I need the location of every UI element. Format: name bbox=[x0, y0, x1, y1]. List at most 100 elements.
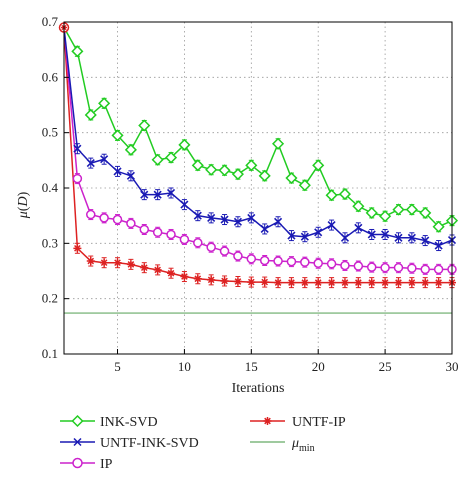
legend-item-ink-svd: INK-SVD bbox=[60, 414, 158, 430]
legend-item-untf-ink-svd: UNTF-INK-SVD bbox=[60, 436, 199, 451]
x-tick-label: 30 bbox=[446, 359, 459, 374]
series-untf-ip bbox=[63, 27, 456, 289]
circle-marker bbox=[313, 258, 323, 269]
x-marker bbox=[394, 233, 403, 242]
x-marker bbox=[287, 231, 296, 240]
circle-marker bbox=[193, 238, 203, 248]
x-marker bbox=[260, 224, 269, 234]
circle-marker bbox=[166, 229, 176, 240]
legend-item-mu-min: μmin bbox=[250, 436, 315, 454]
legend-label-ink-svd: INK-SVD bbox=[100, 415, 158, 430]
diamond-marker bbox=[218, 164, 231, 177]
legend-label-untf-ink-svd: UNTF-INK-SVD bbox=[100, 436, 199, 451]
star-marker bbox=[220, 276, 229, 285]
y-tick-label: 0.5 bbox=[42, 125, 58, 140]
diamond-marker bbox=[325, 189, 338, 202]
axis-ticks: 5 10 15 20 25 30 0.1 0.2 0.3 0.4 0.5 0.6 0.7 bbox=[42, 14, 459, 374]
diamond-marker bbox=[338, 188, 352, 201]
x-marker bbox=[407, 233, 416, 242]
circle-marker bbox=[139, 224, 150, 235]
x-marker bbox=[113, 167, 122, 176]
circle-marker bbox=[152, 227, 163, 238]
circle-marker bbox=[72, 173, 83, 184]
series-line bbox=[63, 27, 453, 247]
x-marker bbox=[193, 211, 202, 220]
diamond-marker bbox=[178, 138, 191, 151]
diamond-marker bbox=[164, 151, 178, 164]
star-marker bbox=[327, 278, 336, 287]
x-tick-label: 5 bbox=[114, 359, 121, 374]
star-marker bbox=[394, 278, 403, 287]
circle-marker bbox=[340, 260, 350, 271]
diamond-marker bbox=[124, 143, 137, 156]
x-marker bbox=[247, 213, 256, 222]
star-marker bbox=[140, 263, 149, 272]
star-marker bbox=[407, 278, 416, 287]
star-marker bbox=[207, 275, 216, 284]
diamond-marker bbox=[272, 137, 285, 150]
star-marker bbox=[367, 278, 376, 287]
star-marker bbox=[86, 257, 95, 266]
circle-marker bbox=[99, 213, 109, 223]
series-untf-ink-svd bbox=[63, 27, 457, 252]
diamond-marker bbox=[419, 206, 432, 219]
x-marker bbox=[100, 155, 109, 164]
x-marker bbox=[207, 213, 216, 222]
circle-marker bbox=[420, 264, 430, 275]
y-axis-title: μ(D) bbox=[16, 191, 31, 219]
y-tick-label: 0.7 bbox=[42, 14, 59, 29]
circle-marker bbox=[380, 262, 390, 273]
diamond-marker bbox=[191, 159, 204, 172]
x-marker bbox=[180, 200, 189, 209]
circle-marker-icon bbox=[72, 457, 83, 469]
x-tick-label: 10 bbox=[178, 359, 191, 374]
star-marker bbox=[314, 278, 323, 287]
star-marker bbox=[274, 278, 283, 287]
star-marker bbox=[193, 274, 202, 283]
circle-marker bbox=[366, 262, 377, 272]
series-line bbox=[63, 27, 452, 271]
star-marker-icon bbox=[263, 417, 272, 425]
diamond-marker bbox=[71, 45, 84, 58]
grid bbox=[64, 21, 453, 355]
circle-marker bbox=[286, 256, 297, 267]
x-marker bbox=[327, 221, 336, 230]
series-ip bbox=[63, 27, 457, 275]
series-line bbox=[63, 27, 453, 228]
x-marker bbox=[381, 230, 390, 239]
star-marker bbox=[167, 269, 176, 278]
star-marker bbox=[233, 277, 242, 286]
circle-marker bbox=[219, 246, 230, 256]
legend-label-ip: IP bbox=[100, 457, 113, 472]
x-marker bbox=[73, 144, 82, 153]
star-marker bbox=[354, 278, 363, 287]
circle-marker bbox=[112, 214, 123, 225]
y-tick-label: 0.1 bbox=[42, 346, 58, 361]
circle-marker bbox=[179, 234, 190, 245]
circle-marker bbox=[206, 242, 216, 252]
x-marker-icon bbox=[73, 437, 82, 447]
star-marker bbox=[340, 278, 349, 287]
y-tick-label: 0.3 bbox=[42, 235, 58, 250]
diamond-marker bbox=[205, 163, 218, 176]
x-marker bbox=[314, 228, 323, 237]
diamond-marker bbox=[365, 206, 378, 219]
y-tick-label: 0.2 bbox=[42, 291, 58, 306]
star-marker bbox=[100, 258, 109, 267]
circle-marker bbox=[393, 262, 404, 273]
x-marker bbox=[274, 217, 283, 226]
series-layer bbox=[58, 22, 459, 314]
series-line bbox=[63, 27, 452, 284]
x-marker bbox=[140, 190, 149, 199]
star-marker bbox=[300, 278, 309, 287]
circle-marker bbox=[353, 261, 364, 271]
diamond-marker bbox=[285, 171, 298, 185]
x-axis-title: Iterations bbox=[232, 381, 285, 396]
circle-marker bbox=[233, 251, 243, 261]
x-marker bbox=[367, 230, 376, 239]
legend-label-untf-ip: UNTF-IP bbox=[292, 415, 346, 430]
diamond-marker-icon bbox=[71, 414, 84, 428]
x-marker bbox=[220, 215, 229, 224]
series-ink-svd bbox=[63, 27, 459, 233]
